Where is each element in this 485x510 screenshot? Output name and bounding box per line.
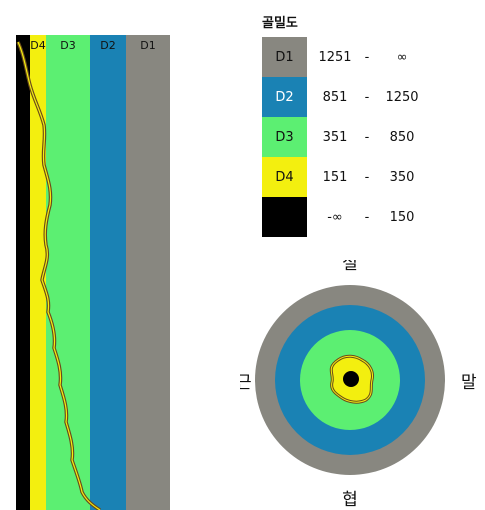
band-label-d3: D3 — [60, 39, 75, 52]
legend-range-dash: - — [364, 49, 370, 65]
band-label-d4: D4 — [30, 39, 45, 52]
legend-swatch: D4 — [262, 157, 307, 197]
center-black — [343, 371, 359, 387]
legend-range-min: -∞ — [327, 209, 343, 225]
legend-row: D2 851-1250 — [262, 77, 442, 117]
legend-title: 골밀도 — [262, 16, 298, 31]
band-black — [16, 35, 30, 510]
legend-range-dash: - — [364, 89, 370, 105]
legend-row: D1 1251- ∞ — [262, 37, 442, 77]
legend-range-min: 351 — [322, 129, 348, 145]
legend-range-min: 851 — [322, 89, 348, 105]
legend-range-max: 150 — [389, 209, 415, 225]
legend-range-dash: - — [364, 169, 370, 185]
legend-range-max: ∞ — [396, 49, 408, 65]
legend-range-dash: - — [364, 129, 370, 145]
band-d2 — [90, 35, 126, 510]
density-band-diagram: D4 D3 D2 D1 — [16, 35, 170, 510]
legend-swatch: D1 — [262, 37, 307, 77]
density-legend: 골밀도 D1 1251- ∞ D2 851-1250 D3 351-850 D4 151-350… — [262, 12, 442, 237]
legend-swatch: D3 — [262, 117, 307, 157]
cross-section-diagram: 설 협 근 말 — [240, 260, 477, 510]
legend-range-min: 1251 — [318, 49, 352, 65]
band-label-d2: D2 — [100, 39, 115, 52]
legend-range-min: 151 — [322, 169, 348, 185]
legend-range-dash: - — [364, 209, 370, 225]
legend-range-max: 850 — [389, 129, 415, 145]
band-d1 — [126, 35, 170, 510]
dir-label-top: 설 — [342, 260, 358, 274]
legend-row: -∞ - 150 — [262, 197, 442, 237]
legend-range-max: 350 — [389, 169, 415, 185]
dir-label-left: 근 — [240, 373, 252, 393]
band-d3 — [46, 35, 90, 510]
legend-row: D3 351- 850 — [262, 117, 442, 157]
legend-swatch — [262, 197, 307, 237]
dir-label-right: 말 — [461, 373, 477, 393]
legend-range-max: 1250 — [385, 89, 419, 105]
legend-row: D4 151- 350 — [262, 157, 442, 197]
legend-swatch: D2 — [262, 77, 307, 117]
band-label-d1: D1 — [140, 39, 155, 52]
dir-label-bottom: 협 — [342, 490, 358, 510]
